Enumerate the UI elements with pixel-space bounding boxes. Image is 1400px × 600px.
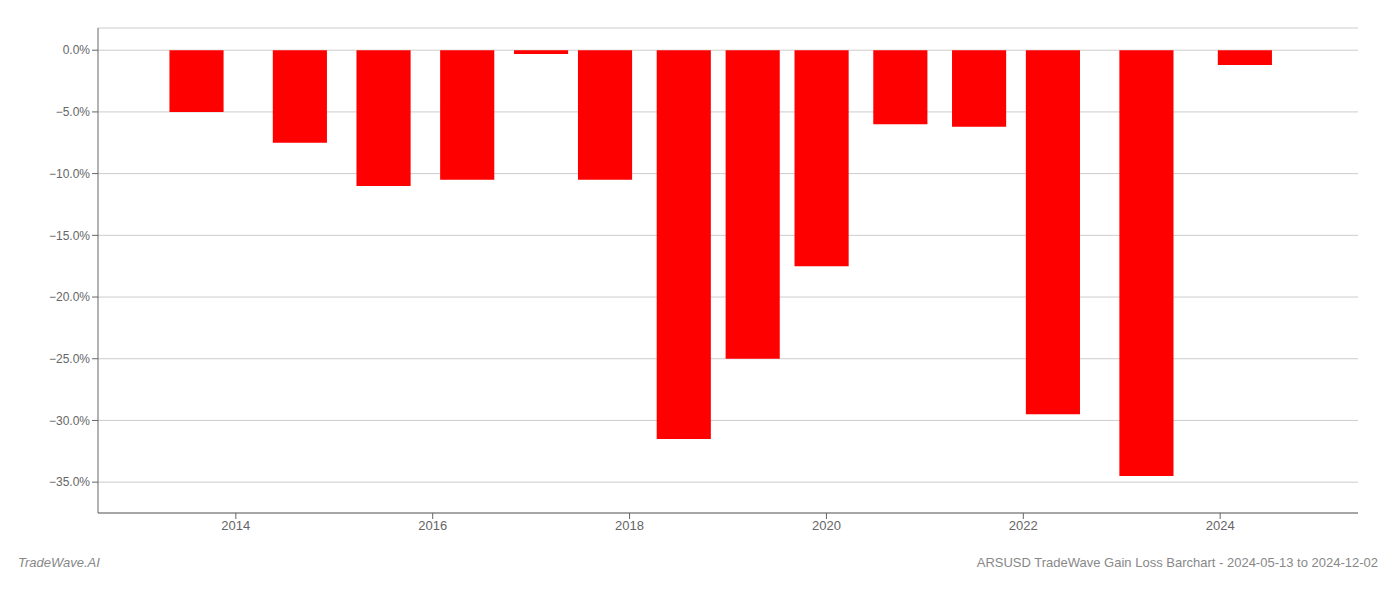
svg-text:2024: 2024 bbox=[1206, 518, 1235, 533]
svg-text:−10.0%: −10.0% bbox=[49, 167, 90, 181]
svg-text:2014: 2014 bbox=[221, 518, 250, 533]
svg-text:2016: 2016 bbox=[418, 518, 447, 533]
svg-text:−5.0%: −5.0% bbox=[56, 105, 91, 119]
html-text:TradeWave.AI: TradeWave.AI bbox=[18, 555, 100, 570]
html-text:ARSUSD TradeWave Gain Loss Bar: ARSUSD TradeWave Gain Loss Barchart - 20… bbox=[976, 555, 1378, 570]
svg-text:−15.0%: −15.0% bbox=[49, 229, 90, 243]
svg-text:−20.0%: −20.0% bbox=[49, 290, 90, 304]
svg-text:2020: 2020 bbox=[812, 518, 841, 533]
svg-text:2022: 2022 bbox=[1009, 518, 1038, 533]
svg-text:0.0%: 0.0% bbox=[63, 43, 91, 57]
svg-text:2018: 2018 bbox=[615, 518, 644, 533]
svg-text:−25.0%: −25.0% bbox=[49, 352, 90, 366]
svg-text:−30.0%: −30.0% bbox=[49, 414, 90, 428]
svg-text:−35.0%: −35.0% bbox=[49, 475, 90, 489]
